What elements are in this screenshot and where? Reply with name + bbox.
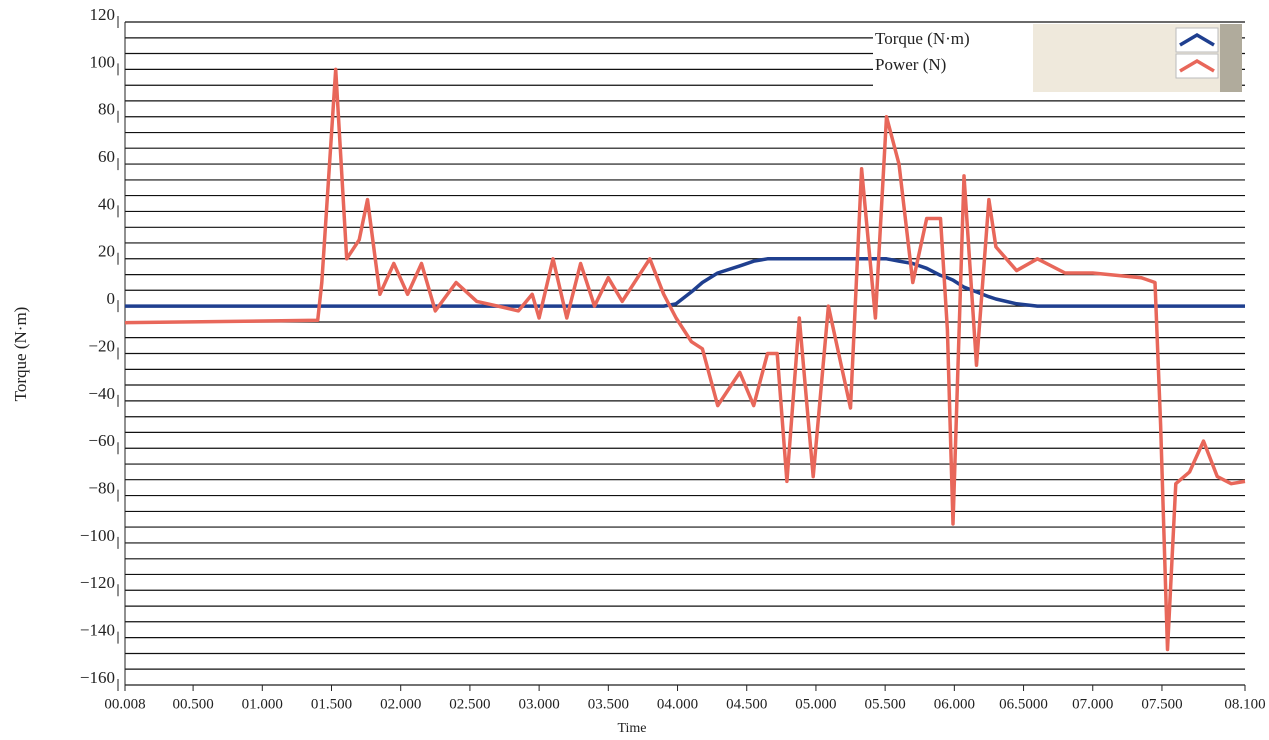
x-tick-label: 00.008 [104,696,145,712]
y-tick-label: −20 [88,336,115,355]
x-tick-label: 05.500 [865,696,906,712]
x-tick-label: 07.000 [1072,696,1113,712]
y-tick-label: 100 [90,52,116,71]
x-tick-label: 08.100 [1224,696,1265,712]
x-tick-label: 01.000 [242,696,283,712]
y-tick-label: −40 [88,384,115,403]
x-tick-label: 02.500 [449,696,490,712]
y-tick-label: −60 [88,431,115,450]
y-tick-label: 60 [98,147,115,166]
y-tick-label: −140 [80,621,115,640]
legend-label: Power (N) [875,55,946,74]
y-tick-label: 0 [107,289,116,308]
x-tick-label: 06.000 [934,696,975,712]
legend-label: Torque (N·m) [875,29,970,48]
y-tick-label: −160 [80,668,115,687]
y-tick-label: 40 [98,194,115,213]
y-tick-label: 120 [90,5,116,24]
legend-scroll [1220,24,1242,92]
y-axis-label: Torque (N·m) [11,307,30,402]
y-tick-label: 80 [98,100,115,119]
legend-box [873,24,1033,92]
legend-icon-box [1175,27,1219,53]
y-tick-label: 20 [98,242,115,261]
y-tick-label: −80 [88,478,115,497]
x-tick-label: 06.5000 [999,696,1048,712]
x-axis-label: Time [617,721,646,736]
series-line [124,67,1246,652]
x-tick-label: 02.000 [380,696,421,712]
x-tick-label: 07.500 [1141,696,1182,712]
x-tick-label: 01.500 [311,696,352,712]
legend-swatch [1179,32,1215,47]
y-tick-label: −100 [80,526,115,545]
legend-swatch [1179,58,1215,73]
x-tick-label: 04.000 [657,696,698,712]
legend-icon-box [1175,53,1219,79]
x-tick-label: 03.500 [588,696,629,712]
x-tick-label: 00.500 [172,696,213,712]
x-tick-label: 03.000 [518,696,559,712]
y-tick-label: −120 [80,573,115,592]
x-tick-label: 05.000 [795,696,836,712]
x-tick-label: 04.500 [726,696,767,712]
